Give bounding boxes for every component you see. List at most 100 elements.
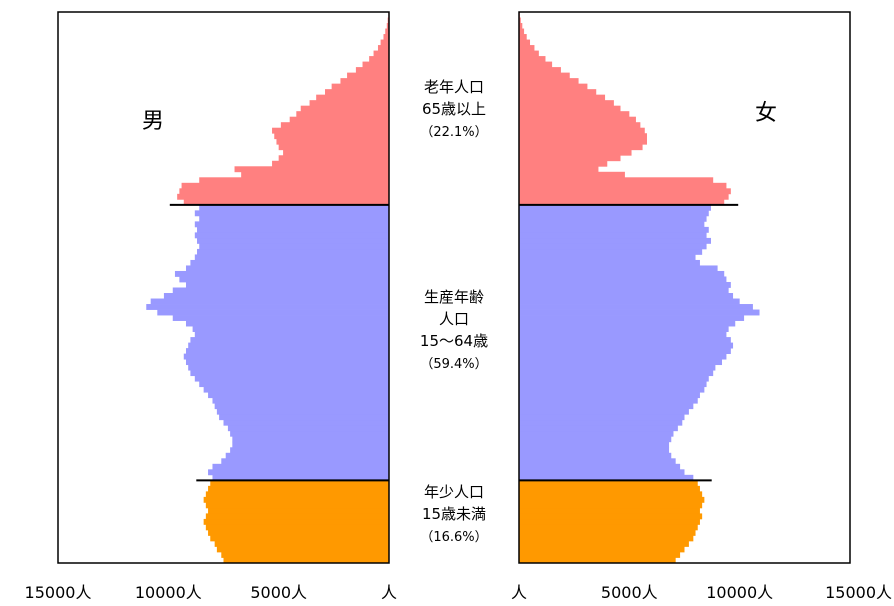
female-tick-label-0: 人 bbox=[511, 583, 527, 602]
male-bar-age-28 bbox=[214, 403, 389, 410]
male-bar-age-26 bbox=[219, 414, 389, 421]
female-bar-age-55 bbox=[519, 254, 696, 261]
female-bar-age-28 bbox=[519, 403, 694, 410]
male-bar-age-3 bbox=[214, 540, 389, 547]
female-bar-age-33 bbox=[519, 375, 709, 382]
male-bar-age-17 bbox=[212, 463, 389, 470]
male-bar-age-55 bbox=[194, 254, 389, 261]
female-bar-age-11 bbox=[519, 496, 705, 503]
female-bar-age-69 bbox=[519, 177, 714, 184]
male-bar-age-80 bbox=[289, 116, 389, 123]
male-bar-age-87 bbox=[340, 78, 389, 85]
female-bar-age-91 bbox=[519, 56, 546, 62]
male-bar-age-15 bbox=[212, 474, 389, 481]
female-bar-age-73 bbox=[519, 155, 621, 162]
female-bar-age-66 bbox=[519, 193, 729, 200]
group-0-line-1: 65歳以上 bbox=[422, 100, 486, 118]
male-bar-age-16 bbox=[208, 469, 389, 476]
male-bar-age-31 bbox=[203, 386, 389, 393]
male-bar-age-93 bbox=[377, 45, 389, 51]
male-bar-age-52 bbox=[174, 270, 389, 277]
female-bar-age-93 bbox=[519, 45, 535, 51]
group-1-line-1: 人口 bbox=[439, 310, 469, 328]
female-bar-age-54 bbox=[519, 259, 700, 266]
female-bar-age-72 bbox=[519, 160, 608, 167]
female-bar-age-39 bbox=[519, 342, 734, 349]
female-tick-label-1: 5000人 bbox=[601, 583, 658, 602]
female-bar-age-59 bbox=[519, 232, 707, 239]
male-bar-age-88 bbox=[347, 72, 389, 79]
female-tick-label-2: 10000人 bbox=[706, 583, 773, 602]
male-bar-age-13 bbox=[208, 485, 389, 492]
female-bar-age-41 bbox=[519, 331, 727, 338]
female-bar-age-96 bbox=[519, 28, 525, 35]
male-bar-age-18 bbox=[221, 458, 389, 465]
female-label: 女 bbox=[755, 101, 777, 126]
female-bar-age-0 bbox=[519, 557, 676, 564]
female-bar-age-52 bbox=[519, 270, 725, 277]
male-bar-age-77 bbox=[274, 133, 389, 140]
male-bar-age-10 bbox=[205, 502, 389, 509]
male-bar-age-5 bbox=[208, 529, 389, 536]
male-bar-age-71 bbox=[234, 166, 389, 173]
female-bar-age-38 bbox=[519, 348, 731, 355]
female-bar-age-56 bbox=[519, 248, 703, 255]
group-2-line-2: （16.6%） bbox=[420, 530, 487, 545]
female-bar-age-64 bbox=[519, 204, 711, 211]
female-bar-age-30 bbox=[519, 392, 700, 399]
male-bar-age-48 bbox=[163, 293, 389, 299]
male-bar-age-51 bbox=[179, 276, 389, 283]
female-bar-age-40 bbox=[519, 337, 731, 343]
female-bar-age-78 bbox=[519, 127, 645, 134]
female-bar-age-24 bbox=[519, 425, 678, 432]
male-bar-age-12 bbox=[205, 491, 389, 498]
male-label: 男 bbox=[142, 109, 164, 134]
female-bar-age-22 bbox=[519, 436, 672, 443]
male-bars bbox=[146, 12, 389, 564]
female-bar-age-68 bbox=[519, 182, 727, 189]
male-bar-age-95 bbox=[383, 34, 389, 40]
male-bar-age-54 bbox=[190, 259, 389, 266]
male-bar-age-19 bbox=[225, 452, 389, 459]
female-bar-age-94 bbox=[519, 39, 531, 46]
male-bar-age-20 bbox=[230, 447, 389, 454]
male-bar-age-74 bbox=[283, 149, 389, 156]
female-bar-age-9 bbox=[519, 507, 700, 514]
male-bar-age-11 bbox=[203, 496, 389, 503]
male-bar-age-70 bbox=[241, 171, 389, 178]
male-tick-label-3: 人 bbox=[381, 583, 397, 602]
female-bar-age-46 bbox=[519, 304, 753, 310]
female-bar-age-61 bbox=[519, 221, 705, 228]
female-bar-age-48 bbox=[519, 293, 734, 299]
male-tick-label-1: 10000人 bbox=[135, 583, 202, 602]
female-bar-age-20 bbox=[519, 447, 670, 454]
male-bar-age-9 bbox=[208, 507, 389, 514]
female-bar-age-4 bbox=[519, 535, 694, 542]
male-bar-age-67 bbox=[179, 188, 389, 195]
male-bar-age-73 bbox=[278, 155, 389, 162]
female-bar-age-10 bbox=[519, 502, 703, 509]
female-bar-age-57 bbox=[519, 243, 707, 250]
group-1-line-0: 生産年齢 bbox=[424, 288, 484, 306]
male-bar-age-79 bbox=[280, 122, 389, 129]
male-bar-age-45 bbox=[157, 309, 389, 316]
male-bar-age-84 bbox=[316, 94, 389, 101]
female-bar-age-90 bbox=[519, 61, 553, 68]
male-bar-age-72 bbox=[272, 160, 389, 167]
female-bar-age-31 bbox=[519, 386, 705, 393]
female-bar-age-75 bbox=[519, 144, 643, 151]
female-bar-age-58 bbox=[519, 237, 711, 244]
male-bar-age-92 bbox=[373, 50, 389, 57]
male-bar-age-25 bbox=[223, 419, 389, 426]
male-bar-age-34 bbox=[190, 370, 389, 377]
female-bar-age-49 bbox=[519, 287, 729, 294]
male-bar-age-59 bbox=[194, 232, 389, 239]
male-bar-age-23 bbox=[230, 430, 389, 437]
group-1-line-3: （59.4%） bbox=[420, 357, 487, 372]
male-bar-age-37 bbox=[183, 353, 389, 360]
male-bar-age-65 bbox=[183, 199, 389, 206]
male-bar-age-49 bbox=[172, 287, 389, 294]
female-bar-age-87 bbox=[519, 78, 579, 85]
